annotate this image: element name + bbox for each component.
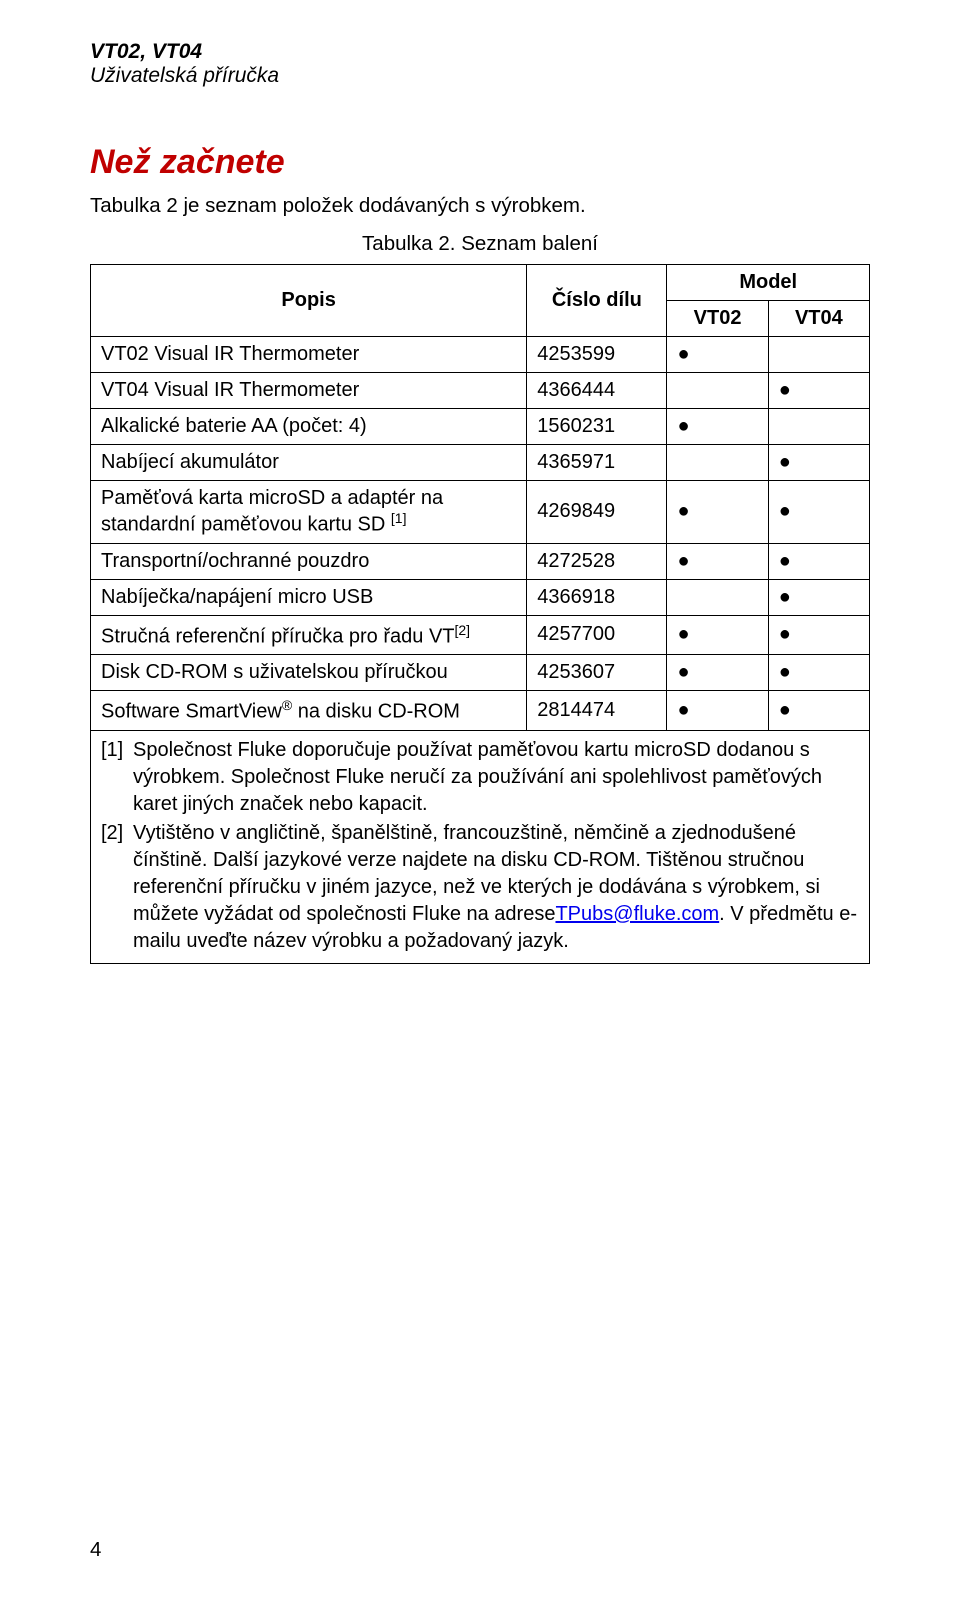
table-row: Nabíječka/napájení micro USB 4366918 ● [91, 579, 870, 615]
cell-desc: Stručná referenční příručka pro řadu VT[… [91, 615, 527, 655]
header-popis: Popis [91, 265, 527, 337]
cell-desc: VT04 Visual IR Thermometer [91, 373, 527, 409]
cell-desc: Software SmartView® na disku CD-ROM [91, 691, 527, 731]
cell-part: 4366444 [527, 373, 667, 409]
cell-vt04: ● [768, 655, 869, 691]
cell-vt04: ● [768, 481, 869, 544]
cell-vt02: ● [667, 655, 768, 691]
cell-vt02: ● [667, 615, 768, 655]
table-row: Software SmartView® na disku CD-ROM 2814… [91, 691, 870, 731]
table-row: Paměťová karta microSD a adaptér na stan… [91, 481, 870, 544]
cell-vt02: ● [667, 543, 768, 579]
table-header-row-1: Popis Číslo dílu Model [91, 265, 870, 301]
cell-vt02: ● [667, 481, 768, 544]
table-row: Stručná referenční příručka pro řadu VT[… [91, 615, 870, 655]
table-row: Transportní/ochranné pouzdro 4272528 ● ● [91, 543, 870, 579]
cell-vt02 [667, 445, 768, 481]
cell-part: 4257700 [527, 615, 667, 655]
cell-desc: Paměťová karta microSD a adaptér na stan… [91, 481, 527, 544]
page: VT02, VT04 Uživatelská příručka Než začn… [0, 0, 960, 1602]
cell-vt04 [768, 409, 869, 445]
cell-vt02: ● [667, 409, 768, 445]
cell-part: 4272528 [527, 543, 667, 579]
cell-vt02 [667, 373, 768, 409]
cell-vt04: ● [768, 373, 869, 409]
footnotes-cell: [1] Společnost Fluke doporučuje používat… [91, 730, 870, 963]
cell-part: 2814474 [527, 691, 667, 731]
header-vt04: VT04 [768, 301, 869, 337]
cell-vt04: ● [768, 445, 869, 481]
cell-part: 1560231 [527, 409, 667, 445]
section-title: Než začnete [90, 143, 870, 182]
cell-vt02 [667, 579, 768, 615]
footnote-2-text: Vytištěno v angličtině, španělštině, fra… [133, 820, 859, 955]
header-product: VT02, VT04 [90, 40, 870, 64]
cell-part: 4366918 [527, 579, 667, 615]
cell-desc: Disk CD-ROM s uživatelskou příručkou [91, 655, 527, 691]
header-model: Model [667, 265, 870, 301]
cell-desc: Alkalické baterie AA (počet: 4) [91, 409, 527, 445]
cell-desc: Nabíječka/napájení micro USB [91, 579, 527, 615]
package-table: Popis Číslo dílu Model VT02 VT04 VT02 Vi… [90, 264, 870, 964]
cell-part: 4253607 [527, 655, 667, 691]
footnote-2-num: [2] [101, 820, 133, 955]
cell-desc: VT02 Visual IR Thermometer [91, 337, 527, 373]
cell-part: 4253599 [527, 337, 667, 373]
header-subtitle: Uživatelská příručka [90, 64, 870, 88]
cell-part: 4269849 [527, 481, 667, 544]
table-body: VT02 Visual IR Thermometer 4253599 ● VT0… [91, 337, 870, 964]
footnote-1: [1] Společnost Fluke doporučuje používat… [101, 737, 859, 818]
footnote-1-num: [1] [101, 737, 133, 818]
footnote-2: [2] Vytištěno v angličtině, španělštině,… [101, 820, 859, 955]
cell-vt04: ● [768, 691, 869, 731]
table-row: VT02 Visual IR Thermometer 4253599 ● [91, 337, 870, 373]
cell-part: 4365971 [527, 445, 667, 481]
table-row: VT04 Visual IR Thermometer 4366444 ● [91, 373, 870, 409]
cell-vt04: ● [768, 615, 869, 655]
cell-desc: Transportní/ochranné pouzdro [91, 543, 527, 579]
header-cislo: Číslo dílu [527, 265, 667, 337]
footnote-1-text: Společnost Fluke doporučuje používat pam… [133, 737, 859, 818]
cell-vt02: ● [667, 337, 768, 373]
cell-vt04: ● [768, 579, 869, 615]
table-row: Alkalické baterie AA (počet: 4) 1560231 … [91, 409, 870, 445]
cell-vt02: ● [667, 691, 768, 731]
intro-text: Tabulka 2 je seznam položek dodávaných s… [90, 194, 870, 218]
header-vt02: VT02 [667, 301, 768, 337]
table-caption: Tabulka 2. Seznam balení [90, 232, 870, 256]
cell-vt04 [768, 337, 869, 373]
table-row: Nabíjecí akumulátor 4365971 ● [91, 445, 870, 481]
footnotes-row: [1] Společnost Fluke doporučuje používat… [91, 730, 870, 963]
table-row: Disk CD-ROM s uživatelskou příručkou 425… [91, 655, 870, 691]
cell-vt04: ● [768, 543, 869, 579]
page-number: 4 [90, 1538, 101, 1562]
email-link[interactable]: TPubs@fluke.com [555, 903, 719, 925]
cell-desc: Nabíjecí akumulátor [91, 445, 527, 481]
